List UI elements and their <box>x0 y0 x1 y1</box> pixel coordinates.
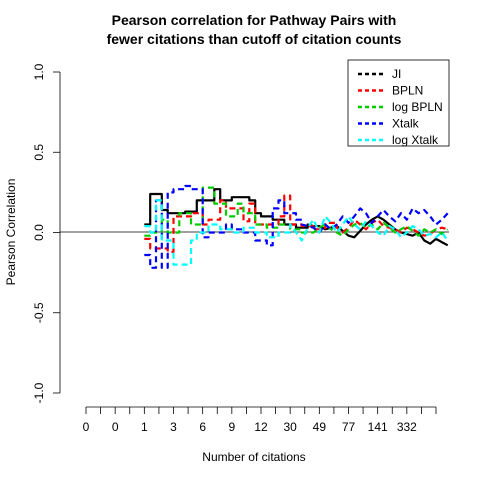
y-axis-label: Pearson Correlation <box>4 179 18 286</box>
y-tick-label-2: 0.0 <box>32 224 46 241</box>
x-tick-label-0: 0 <box>83 420 90 434</box>
y-tick-label-3: 0.5 <box>32 144 46 161</box>
x-tick-label-5: 9 <box>228 420 235 434</box>
series-layer <box>144 184 449 269</box>
x-tick-label-10: 141 <box>368 420 388 434</box>
x-tick-label-8: 49 <box>313 420 327 434</box>
x-tick-label-3: 3 <box>170 420 177 434</box>
series-line-bpln <box>144 194 448 253</box>
series-line-log-xtalk <box>144 199 449 266</box>
x-tick-label-11: 332 <box>397 420 417 434</box>
legend-label-log-xtalk: log Xtalk <box>392 133 439 147</box>
x-tick-label-1: 0 <box>112 420 119 434</box>
chart-title-line-1: Pearson correlation for Pathway Pairs wi… <box>112 12 397 28</box>
x-tick-label-4: 6 <box>199 420 206 434</box>
legend-label-ji: JI <box>392 67 401 81</box>
x-tick-label-9: 77 <box>342 420 356 434</box>
series-line-xtalk <box>144 184 449 269</box>
legend: JI BPLN log BPLN Xtalk log Xtalk <box>347 59 450 147</box>
chart-title-line-2: fewer citations than cutoff of citation … <box>107 31 402 47</box>
y-tick-label-1: -0.5 <box>32 302 46 323</box>
y-tick-label-0: -1.0 <box>32 382 46 403</box>
x-axis-label: Number of citations <box>202 450 305 464</box>
chart-title: Pearson correlation for Pathway Pairs wi… <box>107 12 402 47</box>
x-axis: 0 0 1 3 6 9 12 30 49 77 141 332 <box>83 406 437 434</box>
legend-label-log-bpln: log BPLN <box>392 100 443 114</box>
legend-label-xtalk: Xtalk <box>392 117 420 131</box>
legend-label-bpln: BPLN <box>392 84 423 98</box>
x-tick-label-7: 30 <box>283 420 297 434</box>
x-tick-label-6: 12 <box>254 420 268 434</box>
y-tick-label-4: 1.0 <box>32 63 46 80</box>
y-axis: -1.0 -0.5 0.0 0.5 1.0 <box>32 63 61 403</box>
legend-box <box>347 59 450 147</box>
x-tick-label-2: 1 <box>141 420 148 434</box>
